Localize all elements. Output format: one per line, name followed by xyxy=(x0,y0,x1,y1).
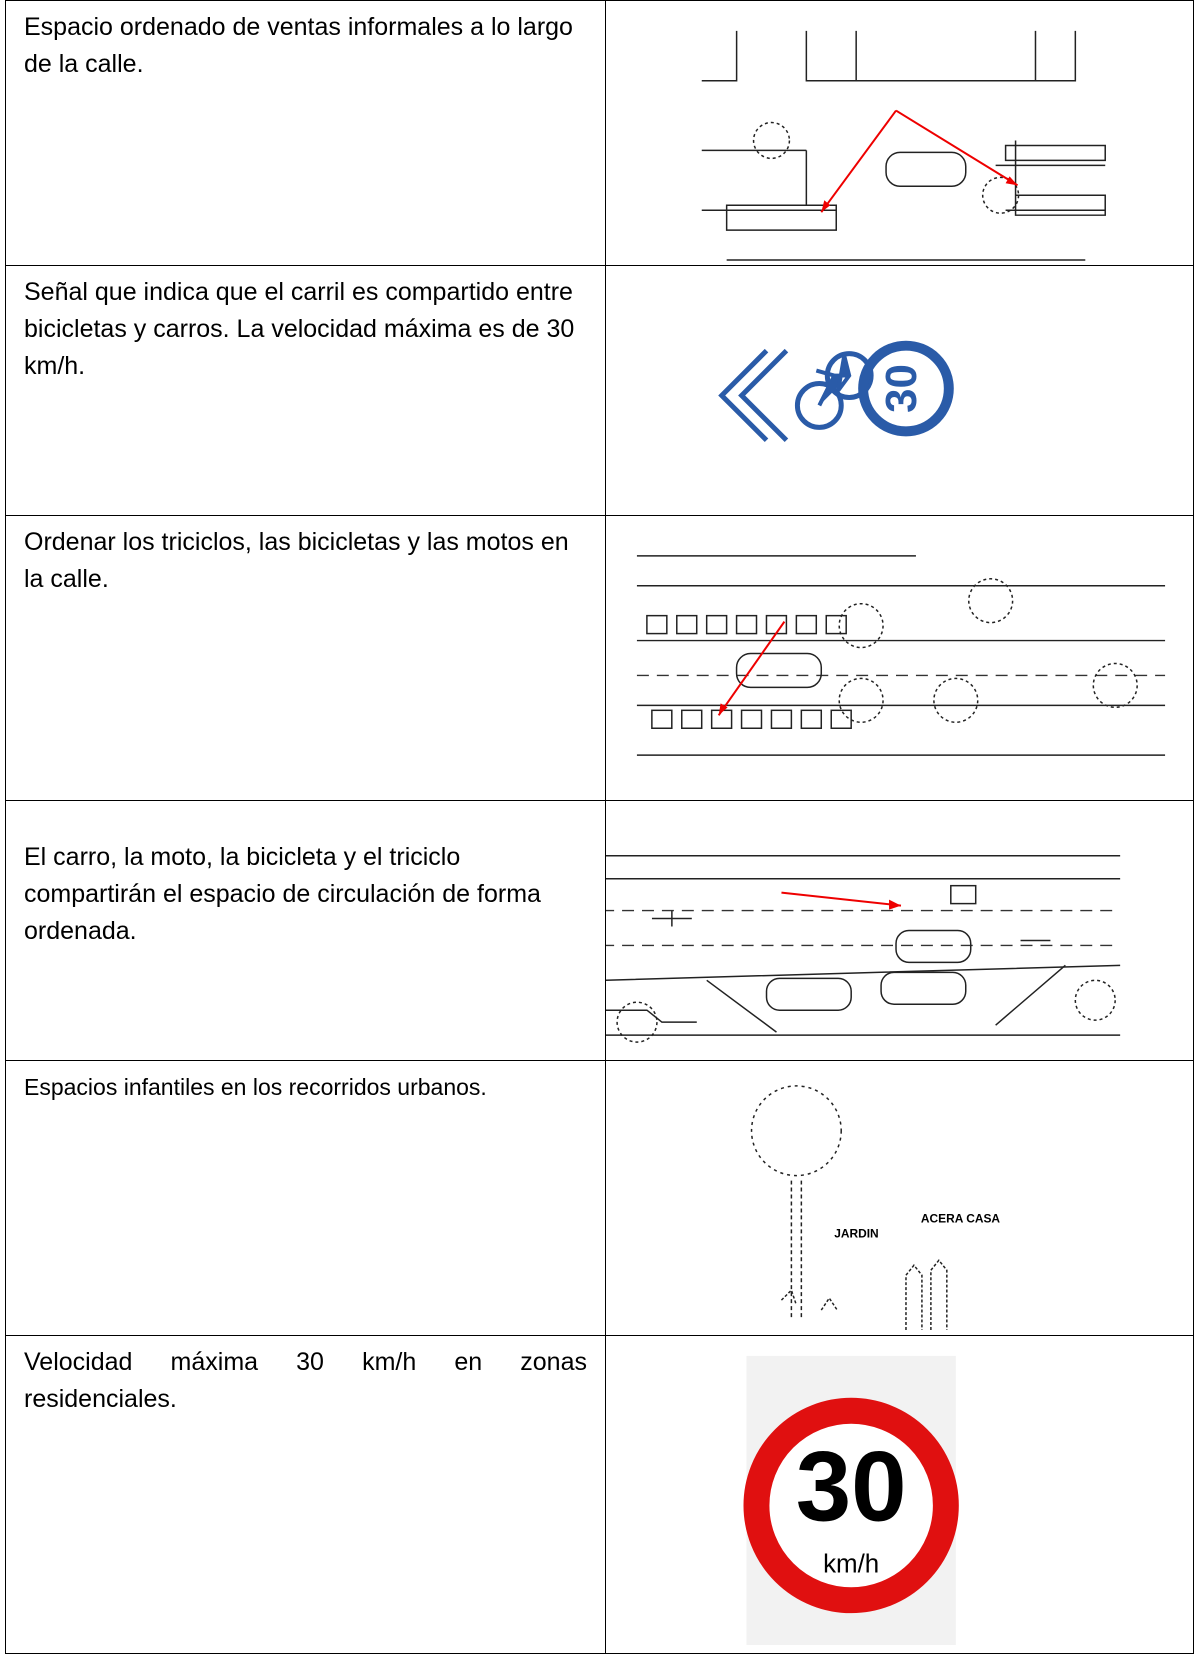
shared-lane-sign: 30 xyxy=(606,266,1194,515)
table-row: El carro, la moto, la bicicleta y el tri… xyxy=(5,800,1194,1061)
sketch-label: JARDIN xyxy=(834,1226,878,1240)
table-row: Ordenar los triciclos, las bicicletas y … xyxy=(5,515,1194,801)
row-text: Espacios infantiles en los recorridos ur… xyxy=(6,1061,606,1335)
speed-limit-sign: 30 km/h xyxy=(606,1336,1194,1653)
sign-number: 30 xyxy=(796,1431,907,1542)
shared-road-sketch xyxy=(602,801,1194,1060)
row-text: El carro, la moto, la bicicleta y el tri… xyxy=(6,801,606,1060)
children-space-sketch: JARDIN ACERA CASA xyxy=(606,1061,1194,1335)
sign-number: 30 xyxy=(877,364,926,413)
row-text: Señal que indica que el carril es compar… xyxy=(6,266,606,515)
street-sketch xyxy=(606,1,1194,265)
table-row: Velocidad máxima 30 km/h en zonas reside… xyxy=(5,1335,1194,1654)
table-row: Espacio ordenado de ventas informales a … xyxy=(5,0,1194,266)
sign-unit: km/h xyxy=(823,1550,879,1578)
table-row: Espacios infantiles en los recorridos ur… xyxy=(5,1060,1194,1336)
parking-sketch xyxy=(606,516,1194,800)
row-text: Espacio ordenado de ventas informales a … xyxy=(6,1,606,265)
row-text: Velocidad máxima 30 km/h en zonas reside… xyxy=(6,1336,606,1653)
row-text: Ordenar los triciclos, las bicicletas y … xyxy=(6,516,606,800)
table-row: Señal que indica que el carril es compar… xyxy=(5,265,1194,516)
sketch-label: ACERA CASA xyxy=(921,1211,1001,1225)
